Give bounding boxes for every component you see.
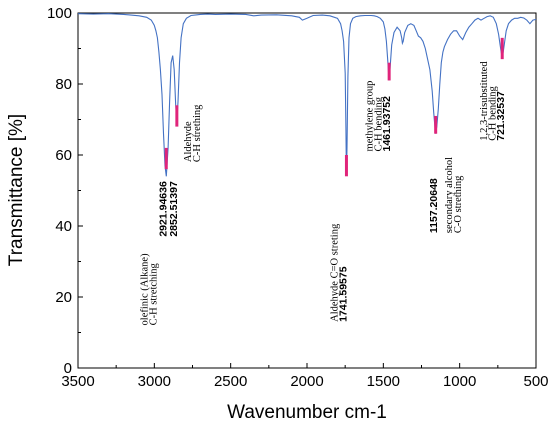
assignment-annotation: C-H bending	[488, 85, 499, 140]
assignment-annotation: secondary alcohol	[444, 157, 455, 233]
x-tick-label: 3500	[61, 373, 94, 390]
peak-wavenumber-label: 1741.59575	[338, 266, 350, 322]
assignment-annotation: C-H strething	[192, 104, 203, 162]
peak-wavenumber-label: 2852.51397	[168, 181, 180, 237]
y-tick-label: 0	[64, 360, 72, 377]
peak-wavenumber-label: 2921.94636	[157, 181, 169, 237]
peak-wavenumber-label: 1157.20648	[428, 178, 440, 233]
x-tick-label: 3000	[138, 373, 171, 390]
y-tick-label: 80	[55, 76, 72, 93]
assignment-annotation: methylene group	[365, 81, 376, 152]
assignment-annotation: C-O strething	[453, 175, 464, 233]
x-tick-label: 500	[523, 373, 548, 390]
peak-wavenumber-label: 721.32537	[495, 91, 507, 141]
x-tick-label: 1000	[443, 373, 476, 390]
assignment-annotation: olefinic (Alkane)	[140, 253, 151, 326]
x-tick-label: 2500	[214, 373, 247, 390]
series-layer	[77, 13, 537, 177]
assignment-annotation: C-H bending	[374, 96, 385, 151]
spectrum-line	[77, 13, 537, 177]
assignment-annotation: 1,2,3-trisubstituted	[479, 61, 490, 141]
x-tick-label: 2000	[290, 373, 323, 390]
peak-marker-layer	[164, 37, 504, 177]
assignment-annotation: Aldehyde	[183, 121, 194, 162]
ticks: 3500 3000 2500 2000 1500 1000 500 0 20 40 60 80 100	[47, 5, 549, 390]
y-tick-label: 40	[55, 218, 72, 235]
x-tick-label: 1500	[367, 373, 400, 390]
assignment-annotation: Aldehyde C=O streting	[329, 223, 340, 322]
y-tick-label: 20	[55, 289, 72, 306]
y-tick-label: 100	[47, 5, 72, 22]
y-tick-label: 60	[55, 147, 72, 164]
assignment-annotation: C-H stretching	[149, 263, 160, 326]
y-axis-title: Transmittance [%]	[6, 114, 27, 266]
peak-wavenumber-label: 1461.93752	[381, 96, 393, 152]
x-axis-title: Wavenumber cm-1	[227, 402, 387, 423]
